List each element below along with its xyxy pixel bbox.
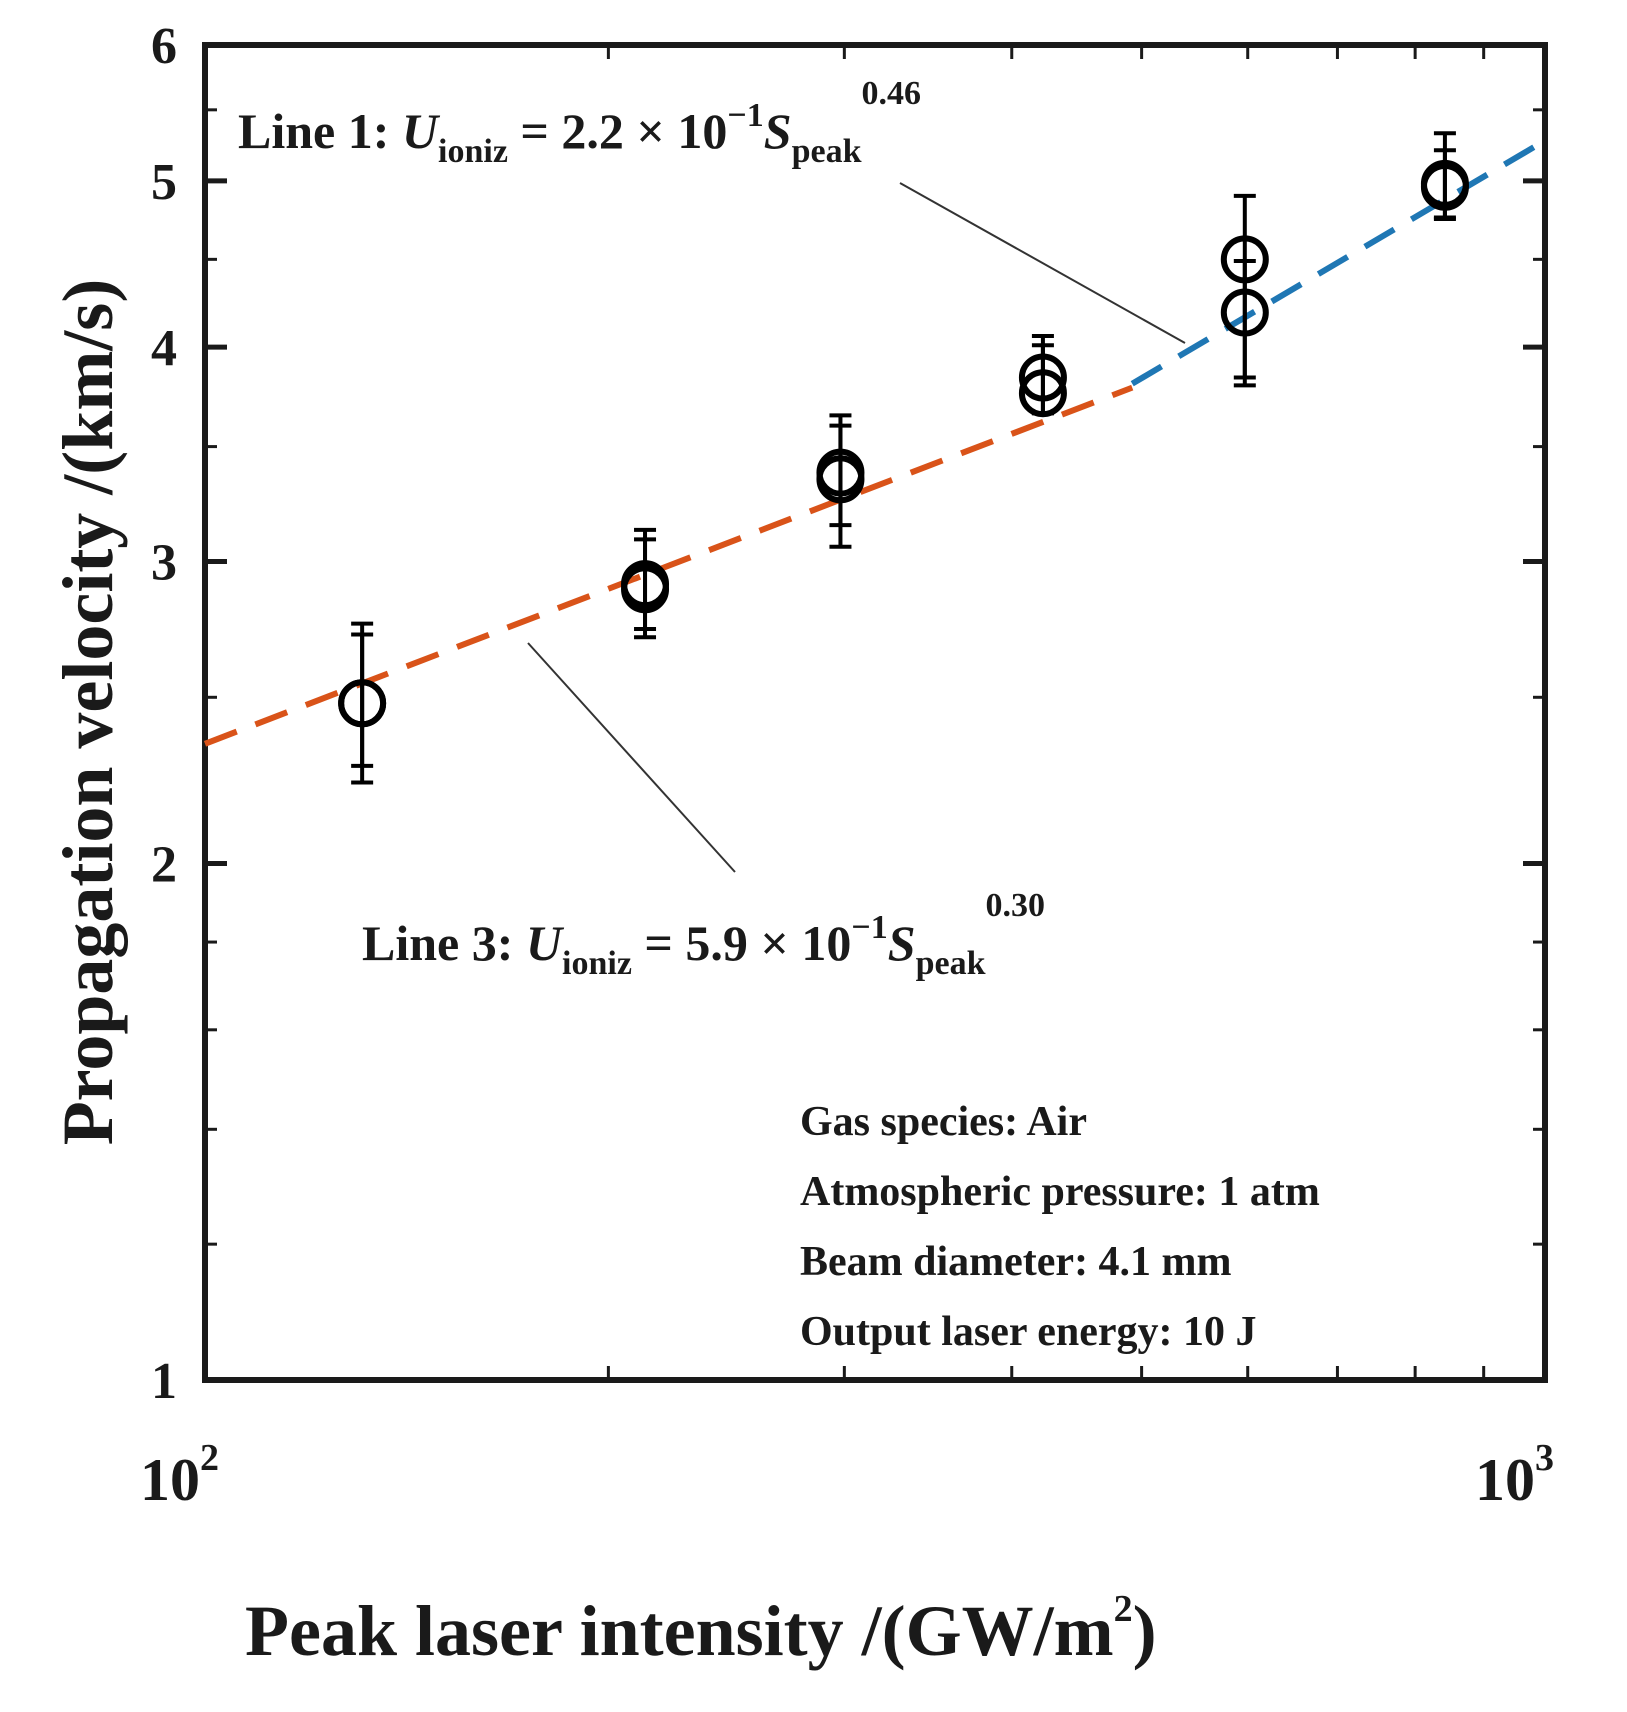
x-tick-label-100: 102 (140, 1437, 219, 1513)
y-minor-ticks (205, 108, 1545, 1246)
annotation-line1-s-sub: peak (792, 133, 862, 170)
annotation-line3-s-sup: 0.30 (986, 887, 1046, 924)
annotation-line3-eq: = 5.9 × 10 (632, 915, 851, 971)
info-line-pressure: Atmospheric pressure: 1 atm (800, 1169, 1320, 1215)
leader-line-3 (527, 642, 736, 873)
annotation-line3-var: U (526, 915, 565, 971)
annotation-line1-var: U (402, 103, 441, 159)
y-tick-label-1: 1 (151, 1353, 177, 1410)
annotation-line1-var-sub: ioniz (438, 133, 508, 170)
annotation-line3-s: S (888, 915, 916, 971)
annotation-line1-eq: = 2.2 × 10 (508, 103, 727, 159)
data-points (338, 131, 1469, 785)
data-point-9 (1220, 288, 1269, 337)
info-line-gas: Gas species: Air (800, 1099, 1087, 1145)
annotation-line1: Line 1: Uioniz = 2.2 × 10−1Speak0.46 (238, 75, 921, 170)
x-tick-label-1000-exp: 3 (1535, 1437, 1554, 1479)
x-tick-label-100-exp: 2 (200, 1437, 219, 1479)
y-tick-label-5: 5 (151, 154, 177, 211)
annotation-line1-eq-sup: −1 (727, 97, 763, 134)
annotation-line3-s-sub: peak (916, 945, 986, 982)
data-point-5 (816, 455, 865, 504)
x-tick-label-100-base: 10 (140, 1447, 200, 1513)
data-point-1 (338, 679, 387, 728)
x-axis-label-main: Peak laser intensity /(GW/m (245, 1591, 1114, 1671)
annotation-line3-var-sub: ioniz (562, 945, 632, 982)
leader-line-1 (899, 182, 1186, 344)
annotation-line3: Line 3: Uioniz = 5.9 × 10−1Speak0.30 (362, 887, 1045, 982)
x-tick-label-1000-base: 10 (1475, 1447, 1535, 1513)
data-point-3 (621, 565, 670, 614)
y-ticks: 1 2 3 4 5 6 (151, 18, 1545, 1410)
y-tick-label-3: 3 (151, 534, 177, 591)
annotation-line1-s-sup: 0.46 (862, 75, 922, 112)
y-axis-label: Propagation velocity /(km/s) (48, 279, 128, 1146)
x-tick-label-1000: 103 (1475, 1437, 1554, 1513)
y-tick-label-2: 2 (151, 837, 177, 894)
y-tick-label-4: 4 (151, 320, 177, 377)
y-tick-label-6: 6 (151, 18, 177, 75)
annotation-line3-eq-sup: −1 (851, 909, 887, 946)
data-point-7 (1018, 369, 1067, 418)
annotation-line1-s: S (764, 103, 792, 159)
annotation-line1-label: Line 1: (238, 103, 402, 159)
x-axis-label: Peak laser intensity /(GW/m2) (245, 1588, 1157, 1671)
data-point-11 (1420, 162, 1469, 211)
info-line-energy: Output laser energy: 10 J (800, 1309, 1257, 1355)
info-line-beam: Beam diameter: 4.1 mm (800, 1239, 1232, 1285)
x-axis-label-end: ) (1133, 1591, 1157, 1671)
annotation-line3-label: Line 3: (362, 915, 526, 971)
plot-area (202, 42, 1548, 1383)
x-axis-label-sup: 2 (1114, 1588, 1133, 1630)
fit-line-line-1 (1130, 138, 1547, 387)
x-ticks (606, 45, 1486, 1380)
